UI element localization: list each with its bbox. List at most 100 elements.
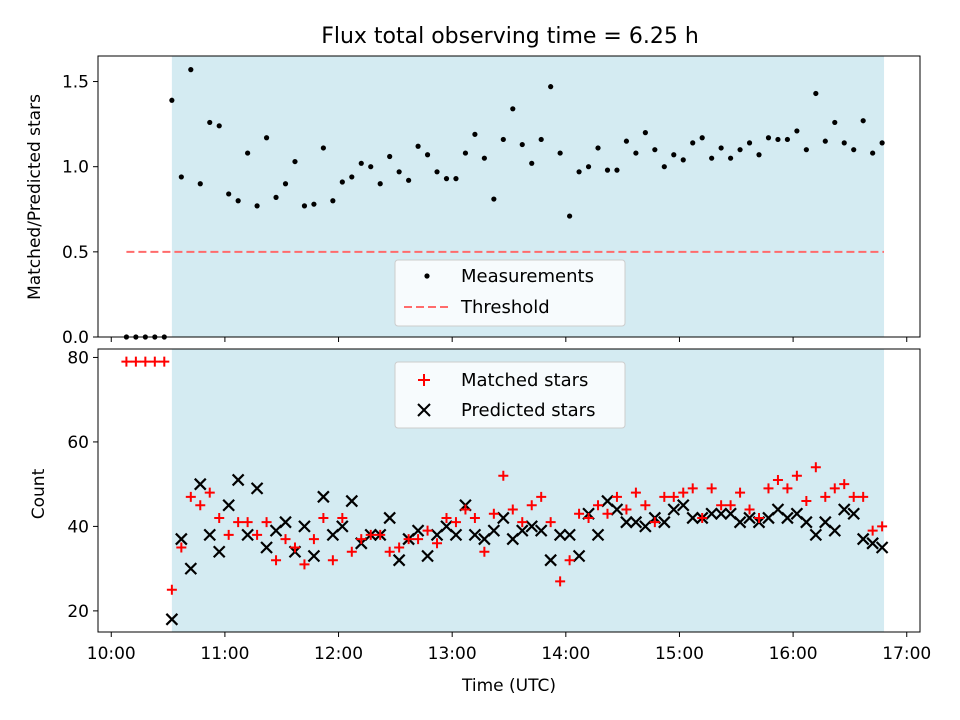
predicted-star-point bbox=[733, 515, 747, 529]
measurement-point bbox=[434, 169, 440, 175]
matched-star-point bbox=[140, 356, 151, 367]
measurement-point bbox=[727, 155, 734, 161]
x-tick-label: 14:00 bbox=[541, 644, 590, 664]
measurement-point bbox=[292, 158, 298, 165]
predicted-star-point bbox=[184, 562, 198, 575]
matched-star-point bbox=[754, 512, 765, 523]
matched-star-point bbox=[498, 470, 509, 481]
matched-star-point bbox=[735, 487, 746, 498]
matched-star-point bbox=[308, 534, 319, 545]
matched-star-point bbox=[176, 542, 187, 553]
matched-star-point bbox=[356, 534, 367, 545]
count-legend-box bbox=[394, 361, 626, 429]
matched-star-point bbox=[185, 491, 196, 502]
matched-star-point bbox=[706, 483, 717, 494]
matched-star-point bbox=[365, 529, 376, 540]
predicted-star-point bbox=[828, 524, 842, 537]
matched-star-point bbox=[149, 356, 160, 367]
matched-star-point bbox=[555, 576, 566, 587]
matched-star-point bbox=[280, 534, 291, 545]
measurement-point bbox=[254, 203, 260, 209]
matched-star-point bbox=[829, 483, 840, 494]
predicted-star-point bbox=[544, 553, 557, 567]
measurement-point bbox=[775, 136, 781, 143]
predicted-star-point bbox=[572, 549, 586, 563]
measurement-point bbox=[652, 147, 658, 153]
predicted-star-point bbox=[175, 532, 188, 546]
matched-stars-points bbox=[121, 356, 888, 595]
matched-star-point bbox=[242, 517, 253, 528]
predicted-star-point bbox=[686, 511, 699, 525]
ratio-y-tick-label: 0.5 bbox=[62, 243, 89, 263]
matched-star-point bbox=[867, 525, 878, 536]
matched-star-point bbox=[346, 546, 357, 557]
measurement-point bbox=[424, 152, 431, 158]
measurement-point bbox=[737, 147, 743, 153]
measurement-point bbox=[746, 140, 753, 146]
predicted-star-point bbox=[307, 549, 321, 563]
matched-star-point bbox=[848, 491, 859, 502]
matched-star-point bbox=[261, 517, 272, 528]
matched-star-point bbox=[611, 491, 622, 502]
predicted-legend-label: Predicted stars bbox=[461, 400, 595, 421]
matched-star-point bbox=[649, 517, 660, 528]
measurement-point bbox=[595, 145, 601, 151]
matched-star-point bbox=[488, 508, 499, 519]
measurement-point bbox=[813, 90, 819, 97]
measurement-point bbox=[661, 164, 667, 170]
count-y-tick-label: 80 bbox=[67, 348, 89, 368]
measurement-point bbox=[311, 201, 317, 207]
threshold-legend-label: Threshold bbox=[460, 297, 550, 318]
matched-star-point bbox=[299, 559, 310, 570]
predicted-star-point bbox=[667, 503, 681, 516]
measurement-point bbox=[765, 135, 772, 141]
matched-star-point bbox=[441, 512, 452, 523]
predicted-star-point bbox=[866, 537, 879, 550]
predicted-star-point bbox=[497, 511, 510, 525]
measurement-point bbox=[718, 145, 724, 151]
ratio-y-tick-label: 1.0 bbox=[62, 158, 89, 178]
matched-star-point bbox=[763, 483, 774, 494]
matched-star-point bbox=[460, 504, 471, 515]
measurement-point bbox=[671, 152, 677, 158]
predicted-star-point bbox=[468, 528, 482, 542]
measurement-point bbox=[803, 147, 809, 153]
measurement-point bbox=[387, 153, 393, 160]
matched-star-point bbox=[375, 529, 386, 540]
measurement-point bbox=[368, 164, 374, 170]
matched-star-point bbox=[630, 487, 641, 498]
measurement-point bbox=[690, 140, 696, 146]
matched-star-point bbox=[564, 555, 575, 566]
measurement-point bbox=[500, 136, 506, 143]
matched-star-point bbox=[450, 517, 461, 528]
matched-star-point bbox=[574, 508, 585, 519]
predicted-star-point bbox=[610, 503, 624, 516]
predicted-star-point bbox=[165, 613, 179, 626]
matched-legend-label: Matched stars bbox=[461, 370, 588, 391]
predicted-star-point bbox=[620, 515, 633, 529]
measurement-point bbox=[207, 119, 213, 126]
predicted-star-point bbox=[212, 545, 226, 559]
measurement-point bbox=[481, 155, 487, 161]
x-tick-label: 15:00 bbox=[655, 644, 704, 664]
predicted-star-point bbox=[591, 528, 605, 542]
matched-star-point bbox=[839, 479, 850, 490]
measurement-point bbox=[330, 198, 336, 204]
predicted-star-point bbox=[260, 541, 273, 554]
measurement-point bbox=[709, 155, 715, 161]
measurement-point bbox=[794, 128, 800, 134]
matched-star-point bbox=[716, 500, 727, 511]
matched-star-point bbox=[782, 483, 793, 494]
predicted-star-point bbox=[705, 507, 718, 521]
predicted-star-point bbox=[345, 494, 359, 508]
matched-star-point bbox=[289, 542, 300, 553]
x-tick-label: 12:00 bbox=[314, 644, 363, 664]
measurement-point bbox=[462, 150, 469, 156]
measurement-point bbox=[680, 157, 686, 163]
predicted-star-point bbox=[421, 549, 434, 563]
ratio-y-axis: 0.0 0.5 1.0 1.5 bbox=[62, 73, 98, 348]
measurement-point bbox=[358, 160, 364, 166]
count-y-axis: 20 40 60 80 bbox=[67, 348, 98, 622]
measurement-point bbox=[415, 143, 421, 149]
